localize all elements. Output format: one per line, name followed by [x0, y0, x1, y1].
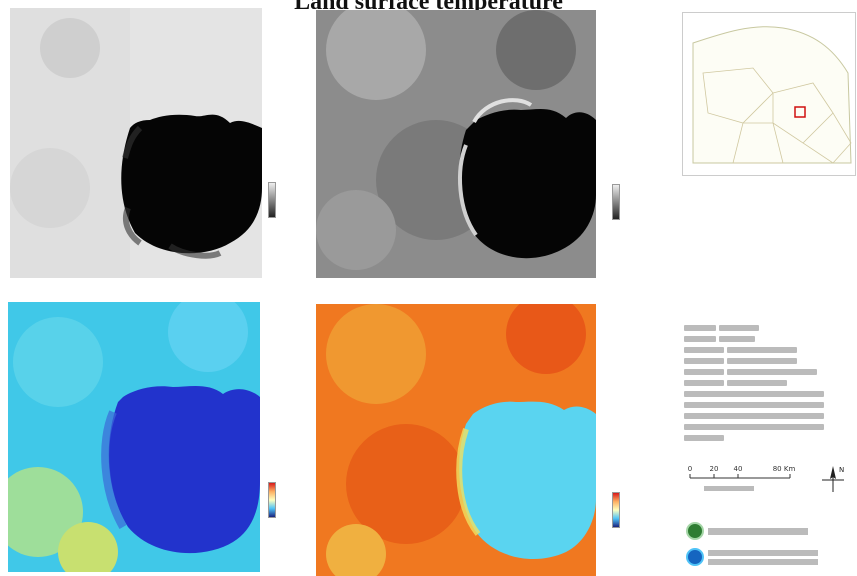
legend-gray-b: [612, 182, 652, 220]
grayscale-image-b: [316, 10, 596, 278]
legend-color-a: [268, 480, 312, 518]
scale-tick-0: 0: [688, 465, 692, 473]
grayscale-image-a: [10, 8, 262, 278]
scale-bar: 0 20 40 80 Km: [684, 460, 804, 500]
study-area-marker: [794, 106, 806, 118]
metadata-block: [684, 322, 852, 443]
temperature-colorbar: [268, 482, 276, 518]
agency-seal-icon: [686, 548, 704, 566]
scale-tick-1: 20: [710, 465, 719, 473]
grayscale-colorbar: [268, 182, 276, 218]
legend-color-b: [612, 490, 652, 528]
lst-image-a: [8, 302, 260, 572]
agency-logo-2: [686, 548, 852, 574]
lst-image-b: [316, 304, 596, 576]
agency-logo-1: [686, 522, 852, 542]
agency-seal-icon: [686, 522, 704, 540]
north-arrow-icon: N: [818, 464, 848, 494]
temperature-colorbar: [612, 492, 620, 528]
location-inset-map: [682, 12, 856, 176]
grayscale-colorbar: [612, 184, 620, 220]
north-label: N: [839, 466, 844, 474]
scale-tick-2: 40: [734, 465, 743, 473]
legend-gray-a: [268, 180, 312, 218]
scale-tick-3: 80 Km: [773, 465, 796, 473]
